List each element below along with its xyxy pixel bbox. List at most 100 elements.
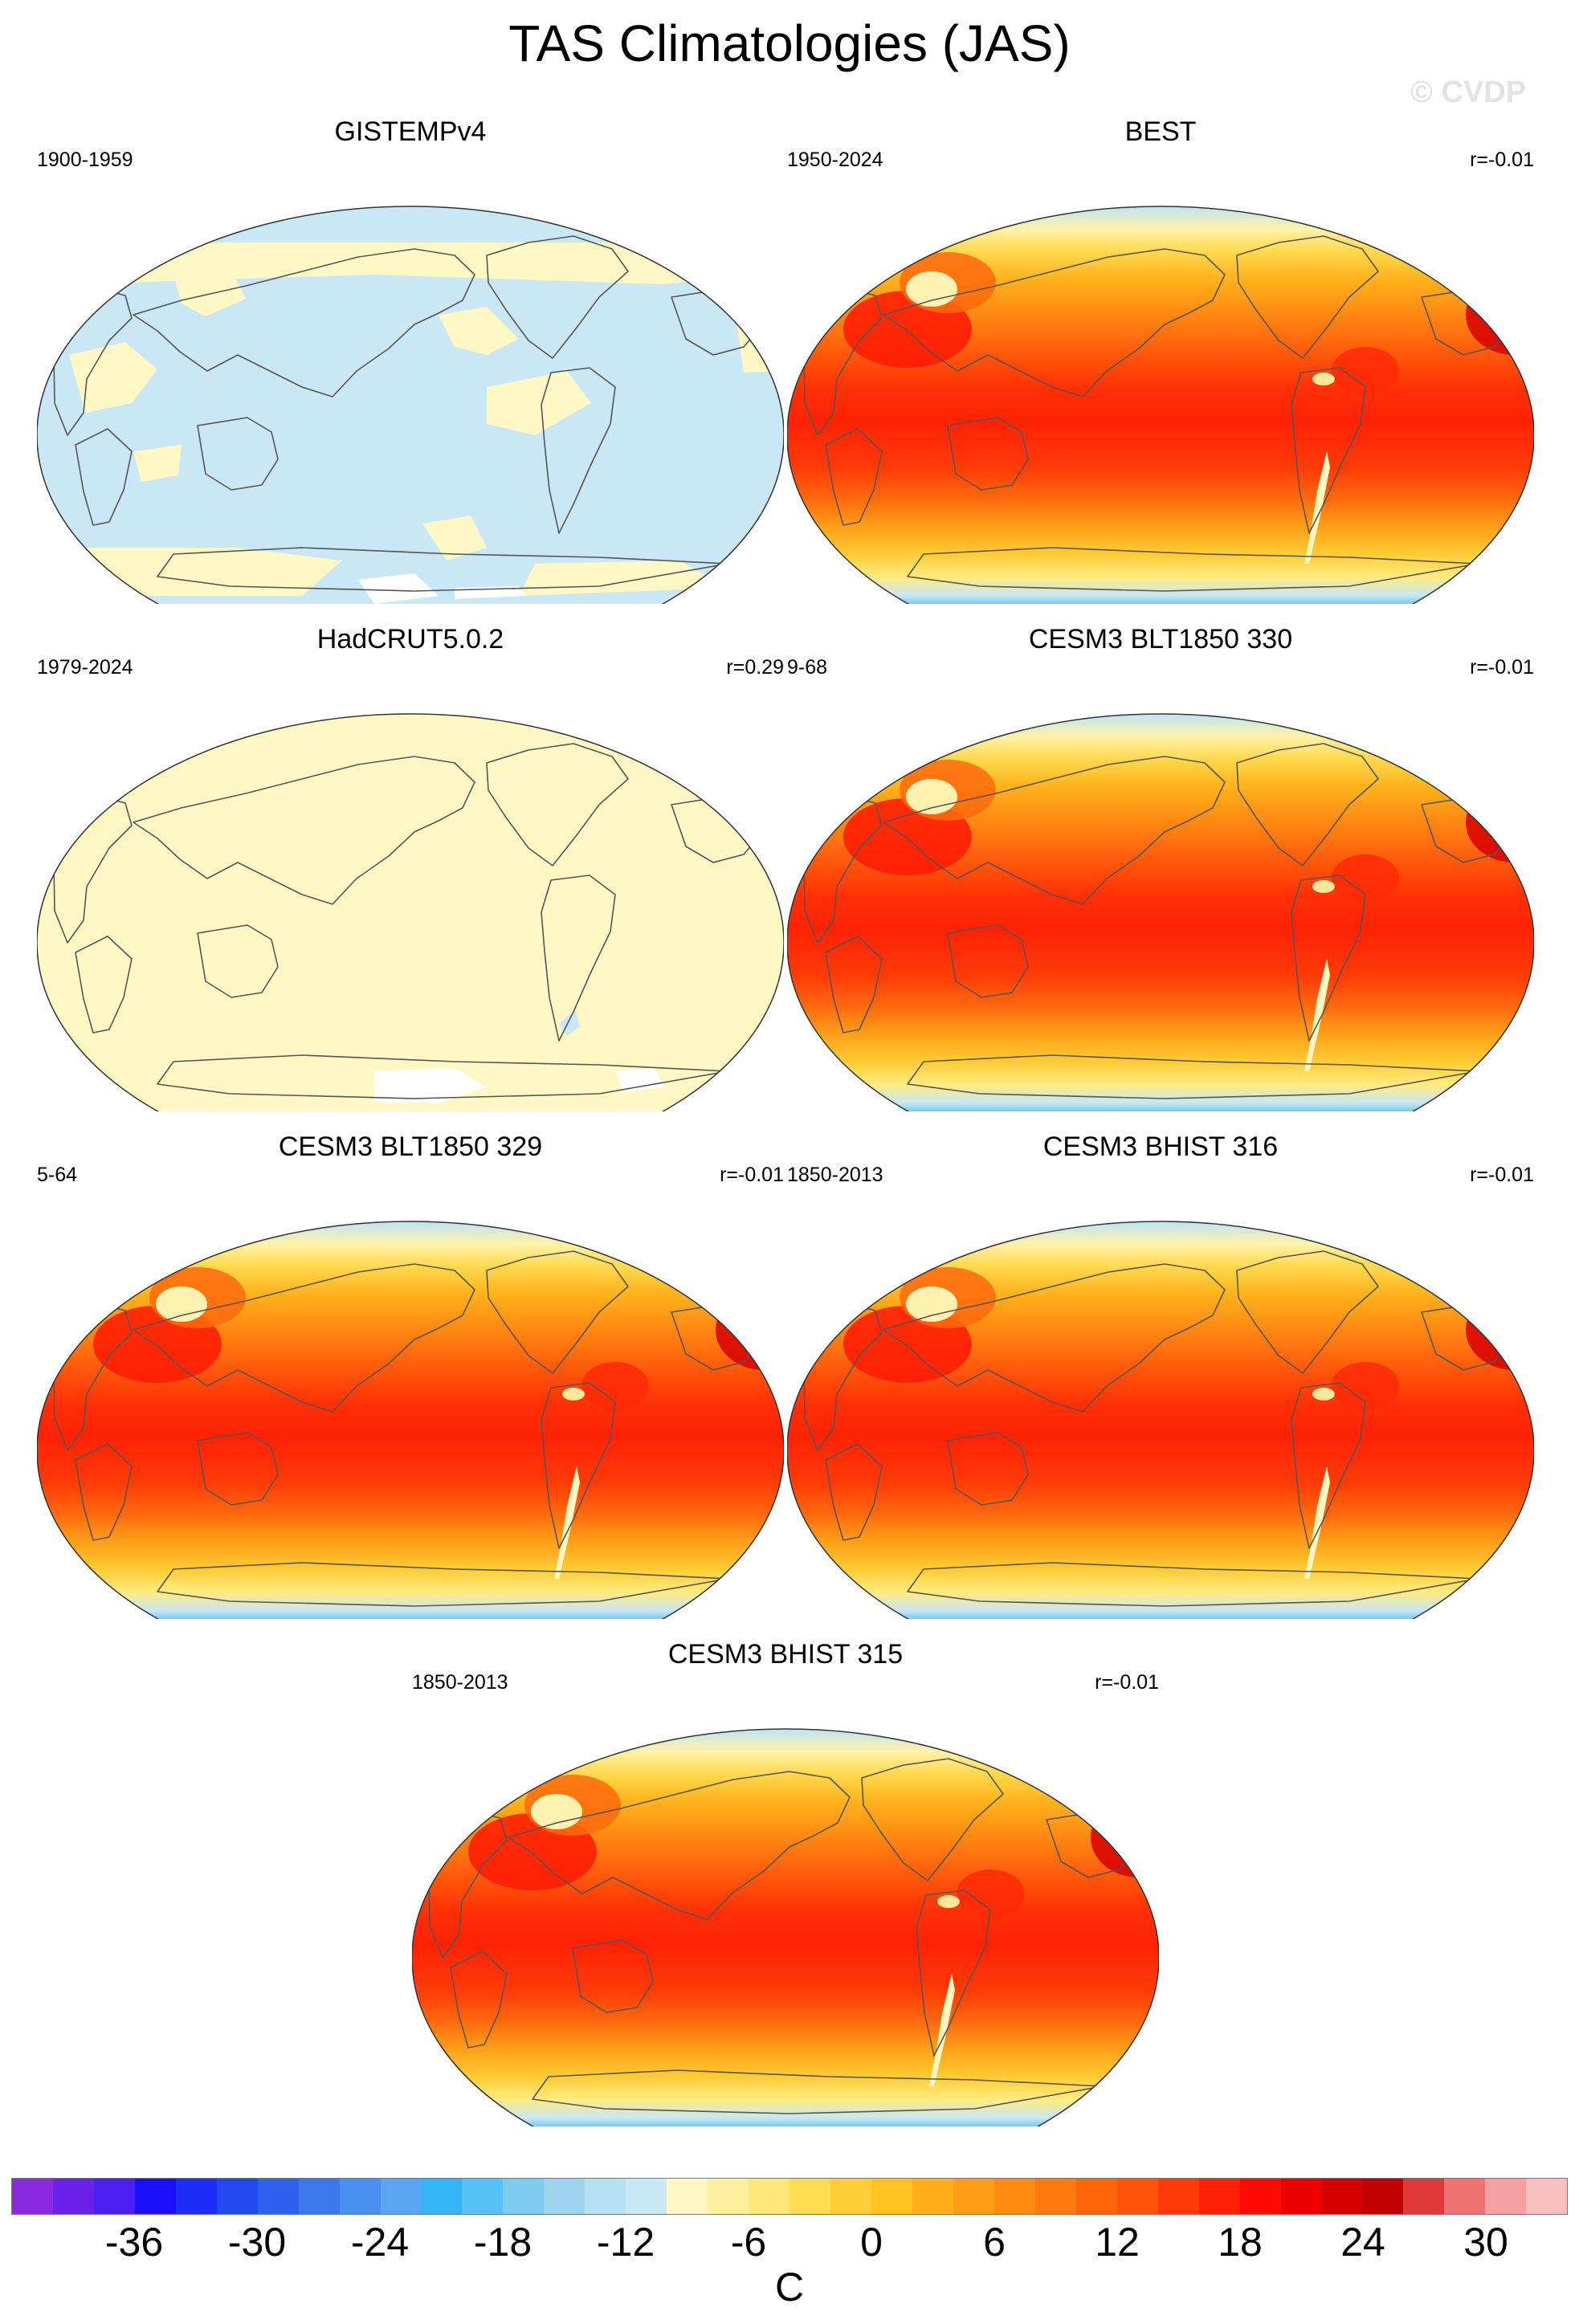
coastline [861, 1758, 1004, 1882]
colorbar-tick-label: -18 [473, 2220, 532, 2265]
coastline [486, 743, 629, 866]
missing-data-patch [358, 573, 439, 604]
andes-cool-strip [1304, 451, 1330, 564]
coastline [947, 417, 1029, 491]
coastline [197, 1432, 279, 1506]
colorbar-box [12, 2179, 53, 2214]
map-globe [37, 206, 784, 604]
panel-period: 1950-2024 [787, 149, 883, 171]
coastline [907, 1562, 1479, 1607]
coastline [1445, 1247, 1501, 1294]
colorbar-box [1403, 2179, 1445, 2214]
panel-period: 1900-1959 [37, 149, 133, 171]
map-panel-best: BEST 1950-2024 r=-0.01 [787, 114, 1534, 604]
coastline [883, 248, 1226, 398]
colorbar-box [1157, 2179, 1199, 2214]
colorbar-box [1526, 2179, 1568, 2214]
colorbar-tick-label: -30 [227, 2220, 287, 2265]
coastline [541, 1382, 616, 1549]
cool-patch [562, 1388, 585, 1401]
map-panel-blt1850-329: CESM3 BLT1850 329 5-64 r=-0.01 [37, 1129, 784, 1619]
heat-patch [1332, 854, 1399, 903]
coastline [572, 1939, 654, 2013]
colorbar-box [257, 2179, 299, 2214]
andes-cool-strip [1304, 1466, 1330, 1579]
map-border [787, 206, 1534, 604]
coastline [1291, 875, 1366, 1042]
warm-patch [487, 371, 591, 435]
map-fill [787, 714, 1534, 1111]
panel-title: HadCRUT5.0.2 [316, 624, 504, 654]
temperature-field [37, 714, 784, 1111]
colorbar-tick-label: 18 [1218, 2220, 1263, 2265]
coastline [541, 875, 616, 1042]
map-panel-blt1850-330: CESM3 BLT1850 330 9-68 r=-0.01 [787, 622, 1534, 1111]
coastline [1291, 1382, 1366, 1549]
coastline [1291, 367, 1366, 534]
map-globe [787, 206, 1534, 604]
panel-title: GISTEMPv4 [334, 116, 487, 147]
coastline [157, 547, 728, 592]
map-border [37, 206, 784, 604]
colorbar-tick-label: -12 [596, 2220, 655, 2265]
cool-patch [710, 1246, 758, 1288]
cool-patch [906, 779, 957, 814]
warm-patch [736, 307, 784, 373]
missing-data-patch [615, 1068, 663, 1092]
coastline [75, 936, 133, 1034]
colorbar-box [1198, 2179, 1240, 2214]
map-fill [37, 1221, 784, 1619]
colorbar-box [871, 2179, 912, 2214]
map-panel-bhist-316: CESM3 BHIST 316 1850-2013 r=-0.01 [787, 1129, 1534, 1619]
cool-patch [906, 1286, 957, 1322]
map-globe [37, 713, 784, 1111]
colorbar-tick-label: 0 [860, 2220, 883, 2265]
map-border [787, 1221, 1534, 1619]
colorbar-tick-label: -24 [350, 2220, 410, 2265]
coastline [695, 232, 751, 279]
coastline [947, 924, 1029, 998]
cool-patch [156, 1286, 207, 1322]
panel-title: CESM3 BHIST 316 [1042, 1131, 1279, 1162]
panel-correlation: r=-0.01 [1095, 1671, 1159, 1694]
warm-patch [173, 267, 246, 316]
coastline [1236, 1250, 1379, 1374]
panel-correlation: r=-0.01 [720, 1164, 784, 1186]
colorbar-box [462, 2179, 504, 2214]
coastline [825, 1443, 883, 1541]
panel-correlation: r=-0.01 [1470, 149, 1534, 171]
colorbar-box [1116, 2179, 1158, 2214]
warm-patch [133, 445, 182, 482]
colorbar-box [953, 2179, 994, 2214]
colorbar-box [93, 2179, 135, 2214]
map-panel-gistemp: GISTEMPv4 1900-1959 [37, 114, 784, 604]
temperature-field [787, 714, 1534, 1111]
missing-data-patch [374, 1068, 487, 1103]
map-panel-hadcrut: HadCRUT5.0.2 1979-2024 r=0.29 [37, 622, 784, 1111]
colorbar-box [790, 2179, 831, 2214]
map-globe [37, 1221, 784, 1619]
panel-period: 1979-2024 [37, 656, 133, 679]
coastline [825, 428, 883, 526]
colorbar-box [503, 2179, 545, 2214]
map-border [412, 1728, 1159, 2126]
map-globe [412, 1728, 1159, 2126]
panel-period: 9-68 [787, 656, 828, 679]
colorbar-box [1362, 2179, 1404, 2214]
panel-correlation: r=-0.01 [1470, 656, 1534, 679]
coastline [695, 1247, 751, 1294]
colorbar-box [1034, 2179, 1076, 2214]
temperature-field [787, 206, 1534, 604]
colorbar [11, 2178, 1568, 2215]
colorbar-box [1444, 2179, 1486, 2214]
heat-patch [1332, 1362, 1399, 1410]
cool-patch [937, 1895, 960, 1908]
coastline [916, 1890, 991, 2057]
coastline [907, 1054, 1479, 1099]
panel-period: 1850-2013 [412, 1671, 508, 1694]
temperature-field [787, 1221, 1534, 1619]
cool-patch [1312, 1388, 1335, 1401]
map-border [37, 713, 784, 1111]
coastline [947, 1432, 1029, 1506]
map-globe [787, 713, 1534, 1111]
